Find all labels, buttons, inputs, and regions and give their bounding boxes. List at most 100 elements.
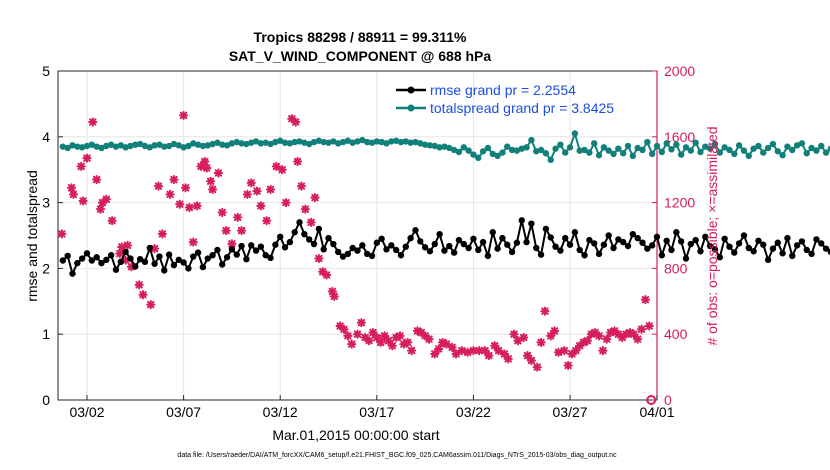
marker-stroke bbox=[92, 175, 101, 184]
totalspread-point bbox=[591, 140, 598, 147]
totalspread-point bbox=[441, 143, 448, 150]
rmse-point bbox=[827, 248, 830, 256]
rmse-point bbox=[513, 239, 521, 246]
obs-assimilated-marker bbox=[146, 299, 156, 310]
totalspread-point bbox=[291, 138, 298, 146]
totalspread-point bbox=[682, 144, 690, 151]
totalspread-point bbox=[310, 138, 318, 146]
marker-stroke bbox=[475, 346, 483, 355]
obs-assimilated-marker bbox=[178, 110, 189, 121]
marker-stroke bbox=[185, 203, 194, 212]
marker-stroke bbox=[591, 328, 599, 337]
marker-stroke bbox=[485, 351, 493, 360]
rmse-point bbox=[721, 235, 728, 242]
obs-assimilated-marker bbox=[265, 184, 276, 195]
rmse-point bbox=[455, 236, 463, 244]
obs-assimilated-marker bbox=[188, 237, 198, 247]
totalspread-point bbox=[827, 145, 830, 152]
totalspread-point bbox=[605, 147, 612, 154]
rmse-point bbox=[383, 246, 390, 253]
obs-assimilated-marker bbox=[236, 225, 247, 236]
rmse-point bbox=[88, 257, 96, 264]
totalspread-point bbox=[663, 140, 670, 147]
obs-assimilated-marker bbox=[101, 194, 111, 204]
marker-stroke bbox=[637, 325, 646, 333]
totalspread-point bbox=[813, 147, 820, 154]
rmse-point bbox=[697, 248, 704, 255]
rmse-point bbox=[194, 249, 202, 256]
marker-stroke bbox=[404, 338, 412, 347]
totalspread-point bbox=[93, 143, 100, 150]
rmse-point bbox=[745, 244, 752, 252]
totalspread-point bbox=[194, 141, 202, 148]
totalspread-point bbox=[122, 144, 129, 151]
marker-stroke bbox=[218, 208, 226, 217]
marker-stroke bbox=[154, 182, 163, 190]
marker-stroke bbox=[158, 230, 167, 238]
rmse-point bbox=[465, 244, 472, 252]
totalspread-point bbox=[537, 146, 545, 154]
rmse-point bbox=[107, 252, 115, 259]
totalspread-point bbox=[320, 138, 327, 146]
marker-stroke bbox=[490, 342, 499, 350]
totalspread-point bbox=[388, 138, 395, 145]
rmse-point bbox=[320, 246, 327, 253]
marker-stroke bbox=[494, 346, 503, 355]
totalspread-point bbox=[185, 142, 192, 150]
rmse-point bbox=[223, 254, 231, 261]
marker-stroke bbox=[541, 307, 549, 315]
totalspread-point bbox=[248, 139, 255, 146]
rmse-point bbox=[78, 255, 86, 262]
rmse-point bbox=[591, 240, 598, 247]
rmse-point bbox=[392, 246, 400, 254]
totalspread-point bbox=[494, 152, 501, 160]
totalspread-point bbox=[533, 148, 540, 155]
obs-assimilated-marker bbox=[175, 199, 185, 209]
marker-stroke bbox=[214, 169, 223, 177]
obs-assimilated-marker bbox=[424, 334, 434, 344]
rmse-point bbox=[388, 242, 395, 249]
obs-assimilated-marker bbox=[636, 324, 647, 334]
obs-assimilated-marker bbox=[640, 295, 651, 305]
totalspread-point bbox=[557, 141, 564, 148]
totalspread-point bbox=[392, 137, 400, 144]
rmse-point bbox=[740, 232, 748, 239]
obs-assimilated-marker bbox=[352, 329, 363, 339]
rmse-point bbox=[639, 239, 646, 246]
obs-assimilated-marker bbox=[57, 229, 67, 239]
marker-stroke bbox=[189, 238, 197, 246]
totalspread-point bbox=[692, 139, 699, 146]
marker-stroke bbox=[344, 332, 352, 340]
totalspread-point bbox=[334, 140, 342, 147]
marker-stroke bbox=[116, 249, 124, 258]
legend-spread-label: totalspread grand pr = 3.8425 bbox=[430, 100, 614, 116]
marker-stroke bbox=[166, 190, 174, 199]
rmse-point bbox=[798, 238, 806, 245]
rmse-point bbox=[547, 234, 554, 241]
rmse-point bbox=[702, 233, 709, 241]
rmse-point bbox=[533, 244, 540, 252]
totalspread-point bbox=[523, 144, 530, 151]
obs-assimilated-marker bbox=[644, 321, 654, 331]
rmse-point bbox=[760, 241, 767, 248]
totalspread-point bbox=[595, 152, 603, 159]
marker-stroke bbox=[348, 340, 356, 348]
totalspread-point bbox=[98, 144, 105, 152]
totalspread-point bbox=[127, 142, 134, 150]
obs-assimilated-marker bbox=[281, 198, 291, 208]
obs-assimilated-marker bbox=[509, 329, 519, 339]
obs-assimilated-marker bbox=[594, 331, 604, 341]
totalspread-point bbox=[359, 136, 366, 144]
marker-stroke bbox=[452, 350, 460, 358]
rmse-point bbox=[397, 252, 405, 259]
marker-stroke bbox=[319, 267, 327, 276]
rmse-point bbox=[818, 240, 825, 247]
rmse-point bbox=[605, 232, 612, 239]
totalspread-point bbox=[151, 142, 158, 149]
totalspread-point bbox=[687, 147, 695, 154]
rmse-point bbox=[368, 252, 376, 260]
obs-assimilated-marker bbox=[76, 161, 86, 172]
legend: rmse grand pr = 2.2554 totalspread grand… bbox=[396, 82, 614, 116]
rmse-point bbox=[581, 252, 588, 259]
